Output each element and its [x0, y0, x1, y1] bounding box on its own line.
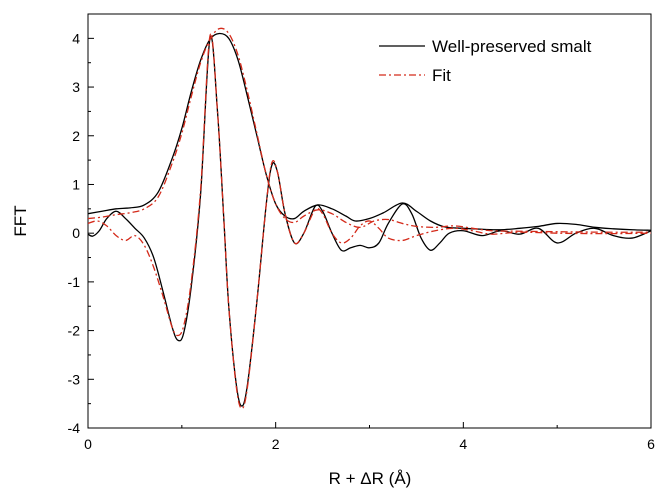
- legend: Well-preserved smalt Fit: [379, 37, 592, 85]
- series-line-fit-magnitude: [88, 27, 651, 233]
- y-tick-label: -1: [68, 274, 81, 290]
- x-tick-label: 6: [647, 436, 655, 452]
- y-tick-label: 2: [72, 128, 80, 144]
- x-tick-label: 2: [272, 436, 280, 452]
- axis-tick-labels: 0 2 4 6 -4 -3 -2 -1 0 1 2 3 4: [68, 30, 656, 452]
- y-tick-label: 3: [72, 79, 80, 95]
- x-tick-label: 4: [459, 436, 467, 452]
- series-line-fit-imaginary: [88, 33, 651, 410]
- axis-ticks: [87, 13, 652, 429]
- legend-label-well-preserved-smalt: Well-preserved smalt: [432, 37, 592, 56]
- x-axis-title: R + ΔR (Å): [329, 469, 412, 488]
- y-tick-label: 0: [72, 225, 80, 241]
- y-axis-title: FFT: [11, 205, 30, 236]
- y-tick-label: 4: [72, 30, 80, 46]
- y-tick-label: -2: [68, 323, 81, 339]
- y-tick-label: -3: [68, 371, 81, 387]
- series-layer: [88, 27, 651, 410]
- legend-label-fit: Fit: [432, 66, 451, 85]
- series-line-well-preserved-smalt-imaginary: [88, 35, 651, 407]
- y-tick-label: 1: [72, 176, 80, 192]
- series-line-well-preserved-smalt-magnitude: [88, 32, 651, 231]
- x-tick-label: 0: [84, 436, 92, 452]
- y-tick-label: -4: [68, 420, 81, 436]
